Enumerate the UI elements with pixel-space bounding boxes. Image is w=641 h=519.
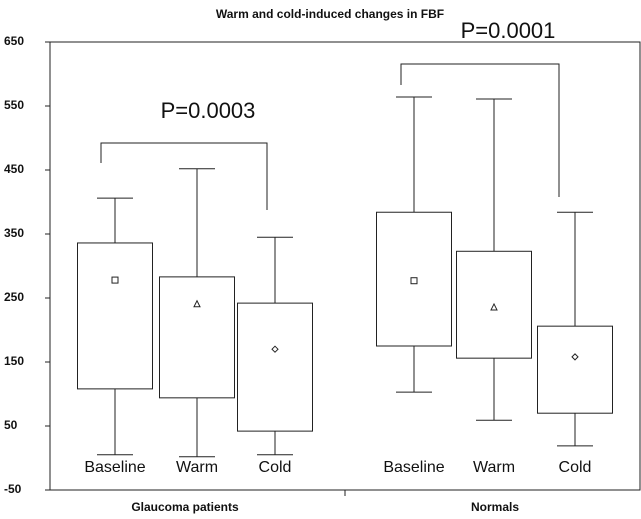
mean-marker [193,299,201,308]
group-label: Glaucoma patients [131,500,239,514]
mean-marker [490,302,498,311]
y-tick-label: 550 [4,98,24,112]
category-label: Cold [259,459,292,476]
y-tick-label: 250 [4,290,24,304]
plot-frame [49,41,641,491]
annotation: P=0.0001 [461,18,556,43]
group-label: Normals [471,500,519,514]
box [537,325,613,414]
box [159,276,235,399]
y-tick-label: 650 [4,34,24,48]
bracket [400,63,560,197]
category-label: Warm [473,459,515,476]
box [237,302,313,432]
y-tick-label: 350 [4,226,24,240]
category-label: Baseline [383,459,444,476]
category-label: Warm [176,459,218,476]
y-tick-label: -50 [4,482,22,496]
y-tick-label: 150 [4,354,24,368]
mean-marker [111,276,119,284]
category-label: Baseline [84,459,145,476]
category-label: Cold [559,459,592,476]
mean-marker [271,345,279,353]
chart-title: Warm and cold-induced changes in FBF [216,7,444,21]
mean-marker [410,277,418,285]
bracket [100,142,268,210]
mean-marker [571,353,579,361]
y-tick-label: 50 [4,418,18,432]
y-tick-label: 450 [4,162,24,176]
box [376,211,452,347]
box [77,242,153,390]
box [456,250,532,359]
annotation: P=0.0003 [161,98,256,123]
